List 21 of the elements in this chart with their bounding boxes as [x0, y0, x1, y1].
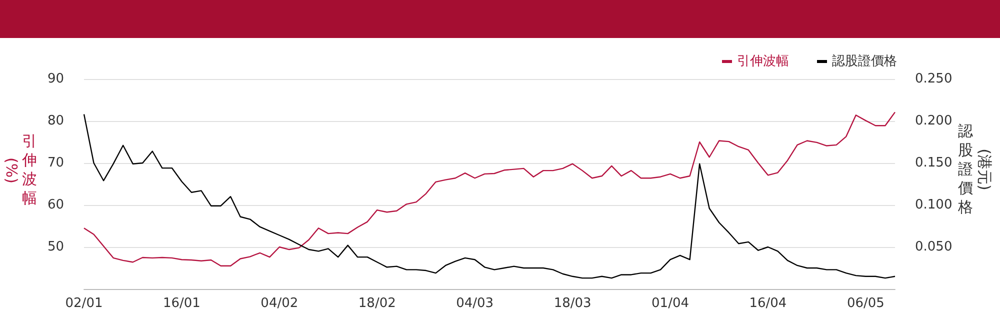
y-tick-label: 80	[47, 114, 64, 128]
y-tick-label: 90	[47, 72, 64, 86]
legend-label: 引伸波幅	[737, 54, 789, 69]
y2-tick-label: 0.050	[915, 240, 952, 254]
x-tick-label: 02/01	[65, 296, 103, 311]
x-tick-label: 18/02	[358, 296, 396, 311]
y2-tick-label: 0.250	[915, 72, 952, 86]
x-tick-label: 16/04	[749, 296, 787, 311]
x-tick-label: 04/02	[260, 296, 298, 311]
x-tick-label: 16/01	[162, 296, 200, 311]
y-tick-label: 70	[47, 156, 64, 170]
x-tick-label: 18/03	[554, 296, 592, 311]
x-tick-label: 04/03	[456, 296, 494, 311]
y-tick-label: 50	[47, 240, 64, 254]
y-tick-label: 60	[47, 198, 64, 212]
y2-tick-label: 0.150	[915, 156, 952, 170]
y2-tick-label: 0.200	[915, 114, 952, 128]
x-tick-label: 01/04	[652, 296, 689, 311]
y2-tick-label: 0.100	[915, 198, 952, 212]
x-tick-label: 06/05	[846, 296, 884, 311]
legend-label: 認股證價格	[832, 54, 897, 69]
